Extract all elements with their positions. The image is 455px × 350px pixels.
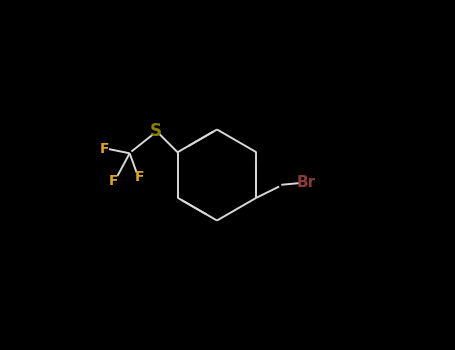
Text: F: F bbox=[100, 142, 109, 156]
Text: Br: Br bbox=[297, 175, 316, 190]
Text: F: F bbox=[109, 174, 119, 188]
Text: S: S bbox=[150, 121, 162, 140]
Text: F: F bbox=[135, 170, 144, 184]
